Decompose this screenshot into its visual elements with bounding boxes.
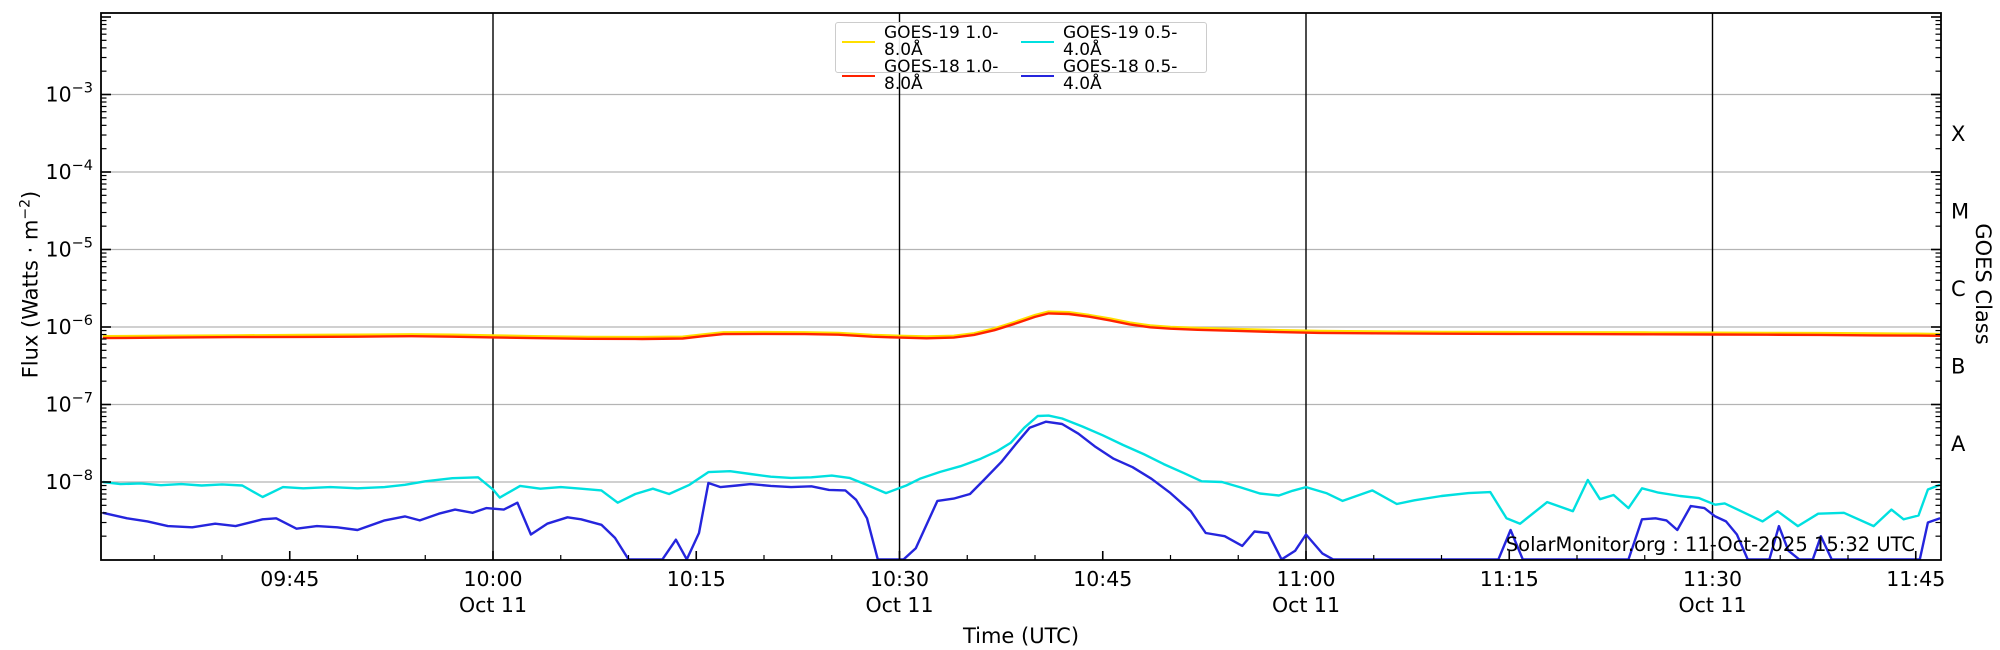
y-axis-title: Flux (Watts · m−2) [18, 85, 43, 485]
goes-class-label-A: A [1951, 432, 1966, 456]
y-axis-title-close: ) [18, 190, 43, 199]
legend-label-goes19-long: GOES-19 1.0-8.0Å [884, 23, 999, 60]
legend-item-goes18-short: GOES-18 0.5-4.0Å [1021, 59, 1200, 93]
y-tick-label: 10−4 [46, 158, 93, 184]
y-tick-label: 10−8 [46, 468, 93, 494]
x-tick-label: 10:30 [870, 567, 929, 591]
legend: GOES-19 1.0-8.0Å GOES-18 1.0-8.0Å GOES-1… [835, 22, 1207, 93]
x-tick-label: 11:30 [1683, 567, 1742, 591]
y-tick-label: 10−3 [46, 81, 93, 107]
y-tick-label: 10−5 [46, 236, 93, 262]
legend-label-goes19-short: GOES-19 0.5-4.0Å [1063, 23, 1178, 60]
series-line-1 [102, 312, 1941, 341]
series-line-2 [102, 414, 1941, 528]
y-tick-label: 10−7 [46, 391, 93, 417]
legend-swatch-goes18-short-icon [1021, 74, 1054, 78]
x-tick-label: 11:45 [1886, 567, 1945, 591]
x-tick-date-label: Oct 11 [1678, 593, 1746, 617]
legend-label-goes18-short: GOES-18 0.5-4.0Å [1063, 57, 1178, 94]
x-tick-label: 09:45 [260, 567, 319, 591]
x-axis-title: Time (UTC) [962, 624, 1080, 648]
legend-item-goes19-short: GOES-19 0.5-4.0Å [1021, 25, 1200, 59]
x-tick-label: 10:45 [1073, 567, 1132, 591]
plot-border [100, 12, 1942, 561]
goes-class-label-X: X [1951, 122, 1965, 146]
y-axis-title-text: Flux (Watts · m [18, 219, 43, 379]
y-tick-label: 10−6 [46, 313, 93, 339]
x-tick-date-label: Oct 11 [1272, 593, 1340, 617]
x-tick-date-label: Oct 11 [459, 593, 527, 617]
x-tick-date-label: Oct 11 [865, 593, 933, 617]
legend-swatch-goes19-long-icon [842, 40, 875, 44]
watermark: SolarMonitor.org : 11-Oct-2025 15:32 UTC [1505, 533, 1915, 556]
legend-swatch-goes18-long-icon [842, 74, 875, 78]
legend-label-goes18-long: GOES-18 1.0-8.0Å [884, 57, 999, 94]
x-tick-label: 10:15 [667, 567, 726, 591]
y-axis-title-sup: −2 [17, 198, 34, 220]
x-tick-label: 10:00 [463, 567, 522, 591]
goes-class-label-B: B [1951, 354, 1965, 378]
legend-swatch-goes19-short-icon [1021, 40, 1054, 44]
legend-item-goes18-long: GOES-18 1.0-8.0Å [842, 59, 1021, 93]
goes-class-label-C: C [1951, 277, 1966, 301]
right-axis-title: GOES Class [1971, 223, 1995, 345]
series-line-0 [102, 310, 1941, 339]
goes-class-label-M: M [1951, 199, 1969, 223]
x-tick-label: 11:00 [1276, 567, 1335, 591]
series-line-3 [102, 420, 1941, 560]
legend-item-goes19-long: GOES-19 1.0-8.0Å [842, 25, 1021, 59]
x-tick-label: 11:15 [1480, 567, 1539, 591]
